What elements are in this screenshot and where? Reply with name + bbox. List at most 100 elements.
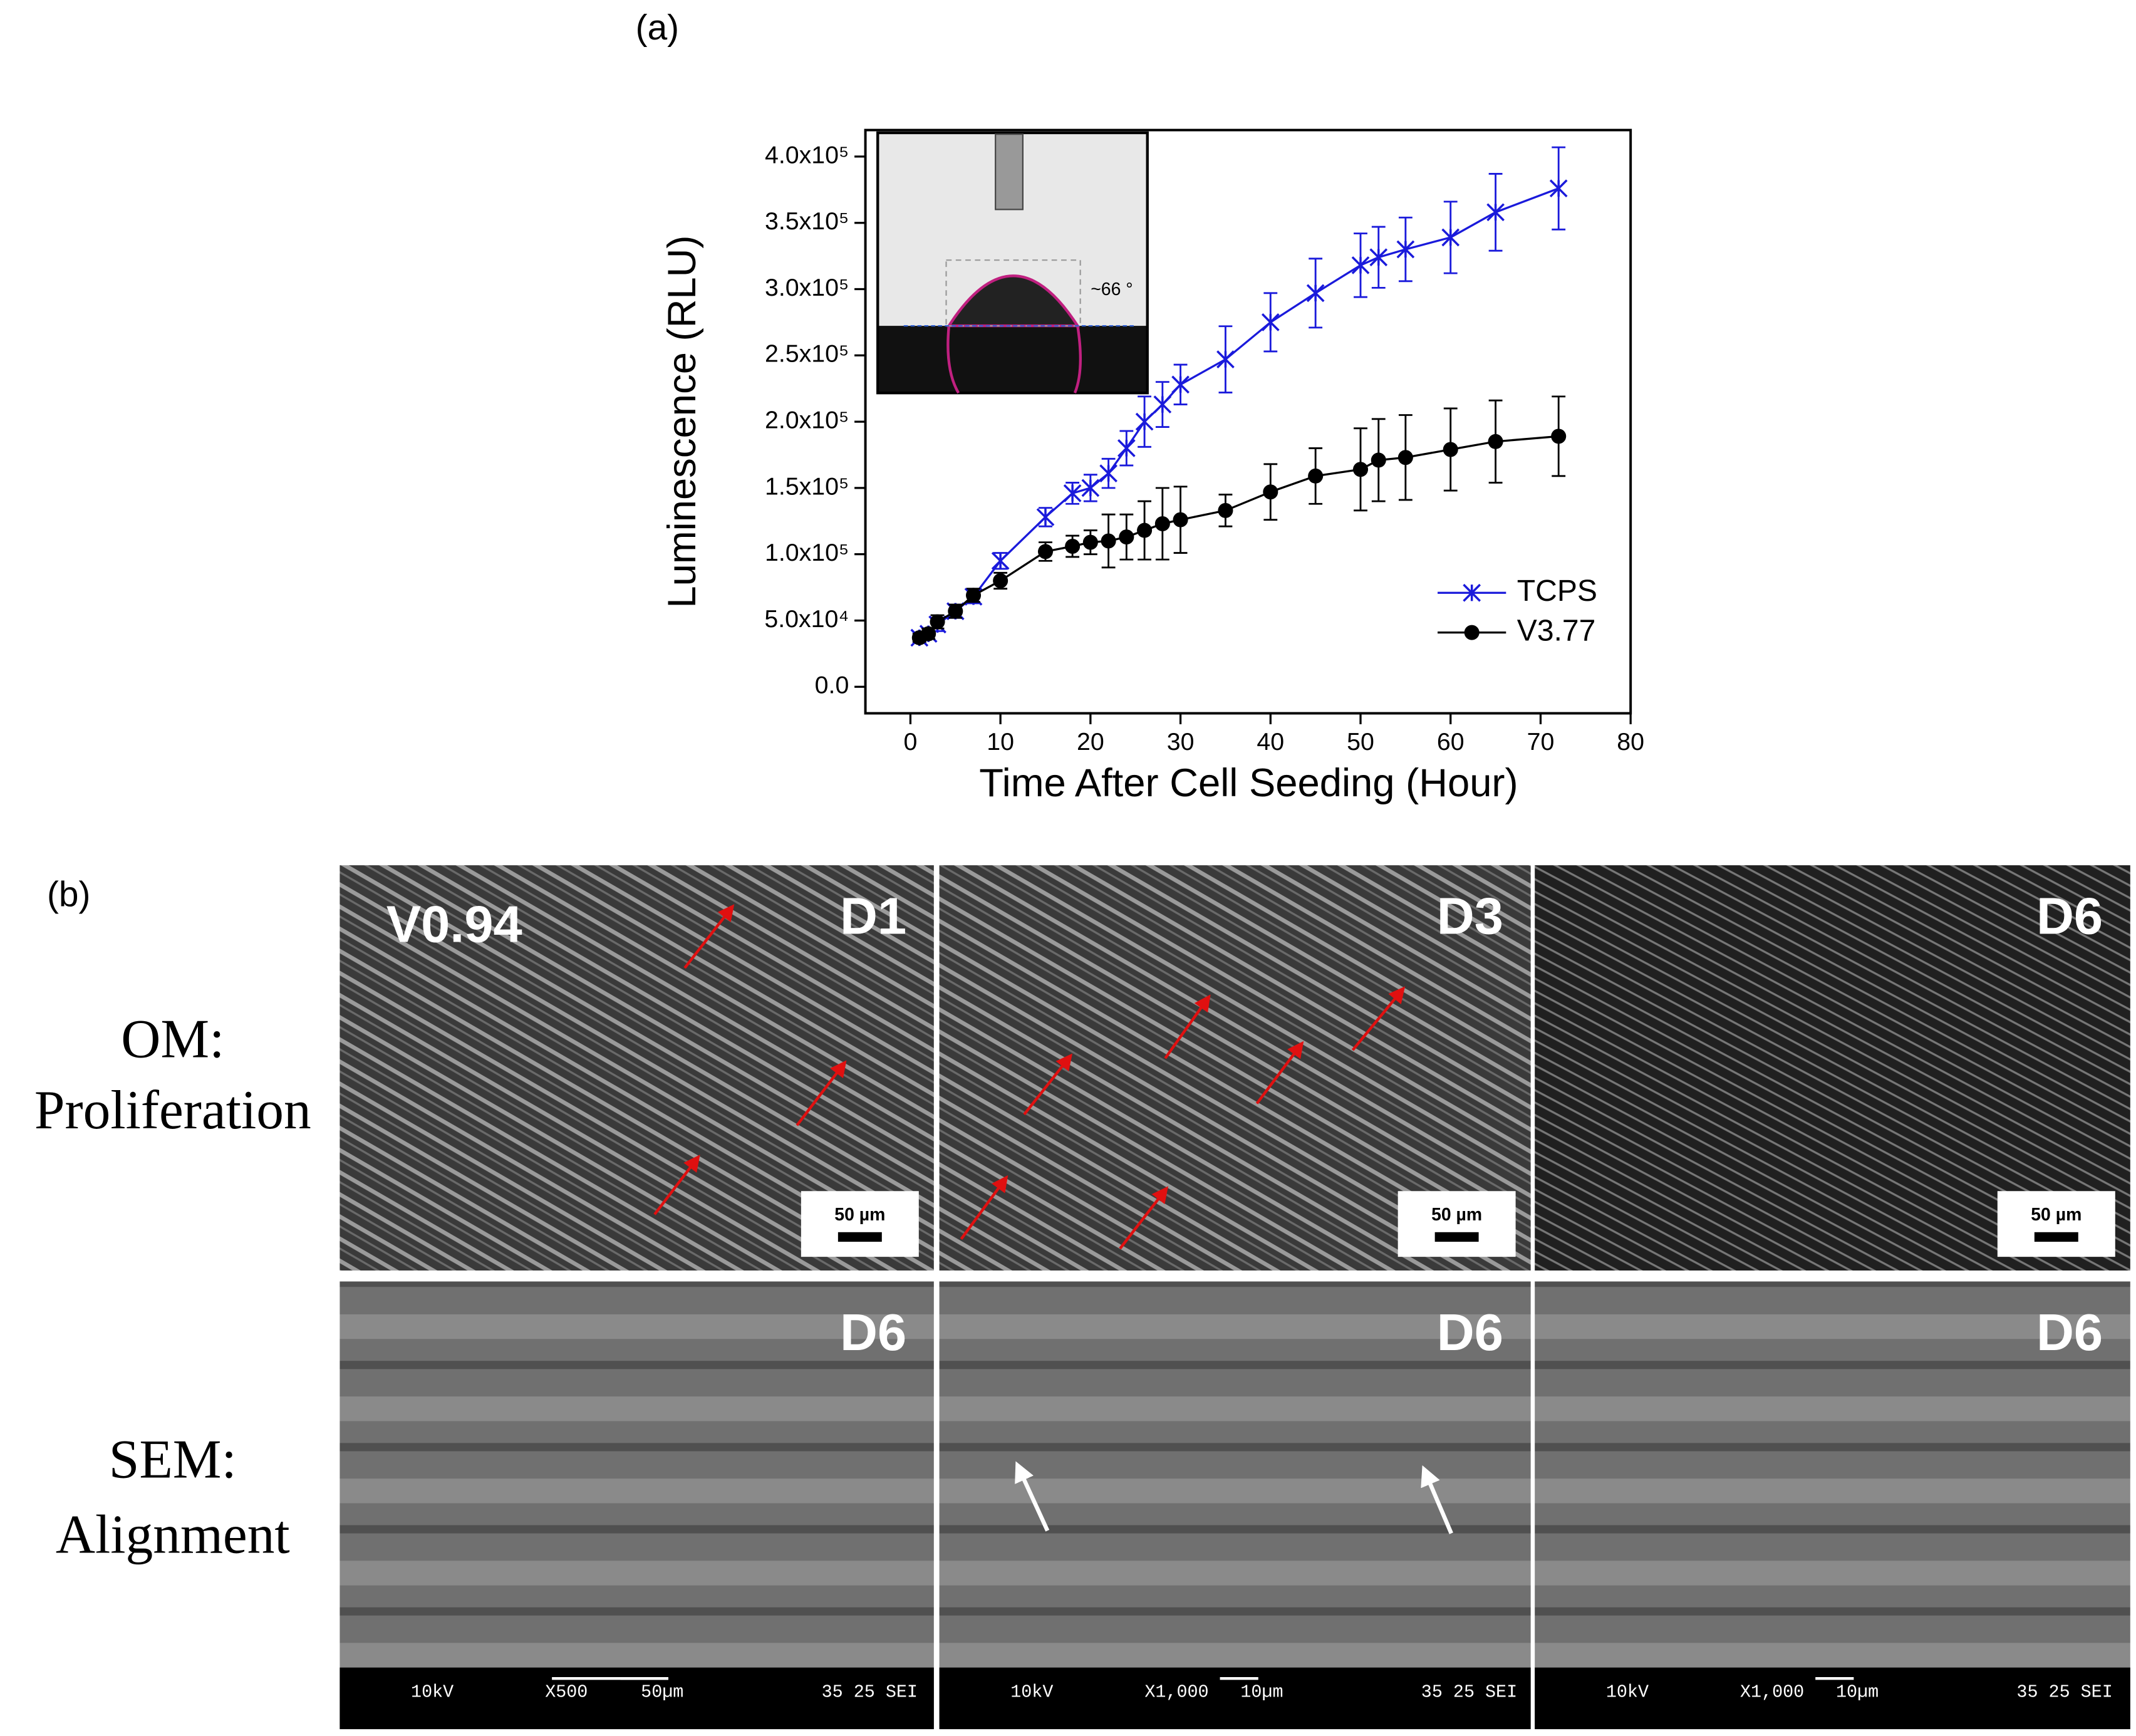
scale-box [1997,1191,2115,1257]
legend-label: TCPS [1517,574,1597,608]
point [1486,203,1505,222]
sample-label: V0.94 [386,895,522,954]
y-tick-label: 2.5x10⁵ [765,340,849,368]
panel-label: (b) [47,875,90,914]
arrow [683,904,735,969]
point [1036,508,1055,526]
scale-bar-label: 50 µm [834,1205,885,1225]
row-label: OM: [121,1008,224,1069]
scale-box [1397,1191,1516,1257]
panel-tag: D6 [2036,1303,2103,1361]
point [930,614,945,630]
row-label: Proliferation [34,1079,311,1140]
point [1551,429,1567,444]
micrograph [1535,1281,2130,1730]
x-tick-label: 20 [1077,728,1104,756]
scale-bar [1434,1232,1479,1242]
panel-label: (a) [636,8,679,48]
arrow [1255,1041,1304,1104]
inset-label: ~66 ° [1091,279,1133,299]
sem-footer-text: X1,000 [1740,1682,1804,1703]
arrow [653,1155,700,1215]
point [1037,544,1054,559]
arrow [1421,1465,1453,1534]
point [1369,248,1388,267]
point [1263,484,1278,500]
y-tick-label: 3.5x10⁵ [765,207,849,235]
panel-tag: D6 [840,1303,906,1361]
x-tick-label: 40 [1257,728,1284,756]
sem-footer-text: 35 25 SEI [2016,1682,2112,1703]
point [948,603,963,619]
point [1101,533,1116,549]
panel-tag: D1 [840,886,906,945]
scale-bar [2034,1232,2078,1242]
y-tick-label: 3.0x10⁵ [765,274,849,301]
point [1081,479,1100,497]
scale-box [801,1191,919,1257]
point [1488,434,1503,449]
sem-footer-text: 10µm [1240,1682,1283,1703]
point [1135,412,1154,431]
sem-footer-text: X1,000 [1144,1682,1208,1703]
point [1063,484,1082,502]
x-tick-label: 80 [1617,728,1644,756]
x-tick-label: 70 [1527,728,1555,756]
micrograph [340,1281,934,1730]
point [1216,350,1235,368]
point [1099,464,1117,482]
y-tick-label: 4.0x10⁵ [765,141,849,169]
panel-tag: D6 [2036,886,2103,945]
sem-footer-text: X500 [545,1682,588,1703]
plot-frame [864,128,1632,715]
point [1153,395,1172,413]
point [1261,313,1280,331]
point [1173,512,1188,528]
row-label: SEM: [109,1428,237,1489]
point [1371,452,1386,468]
point [1137,522,1153,538]
scale-bar-label: 50 µm [2031,1205,2082,1225]
y-tick-label: 1.5x10⁵ [765,472,849,500]
panel-tag: D6 [1437,1303,1503,1361]
panel-tag: D3 [1437,886,1503,945]
point [1171,375,1190,394]
sem-footer-text: 10kV [1010,1682,1053,1703]
legend-label: V3.77 [1517,613,1596,647]
point [1443,442,1458,457]
y-tick-label: 0.0 [815,672,849,699]
scale-bar-label: 50 µm [1431,1205,1482,1225]
arrow [960,1175,1008,1240]
point [991,551,1010,570]
point [1396,240,1415,259]
y-tick-label: 2.0x10⁵ [765,406,849,434]
sem-footer-text: 10kV [1606,1682,1649,1703]
sem-footer-text: 10µm [1836,1682,1879,1703]
scale-bar [837,1232,882,1242]
arrow [1119,1186,1169,1250]
point [1306,284,1325,303]
y-tick-label: 5.0x10⁴ [764,605,849,633]
series-line [919,435,1559,639]
point [1352,462,1369,477]
sem-footer-text: 35 25 SEI [822,1682,918,1703]
inset: ~66 ° [876,131,1149,395]
point [966,588,982,603]
sem-footer-text: 35 25 SEI [1421,1682,1517,1703]
row-label: Alignment [56,1504,290,1565]
y-axis-label: Luminescence (RLU) [660,236,704,608]
x-tick-label: 50 [1347,728,1374,756]
y-tick-label: 1.0x10⁵ [765,539,849,566]
sem-footer-text: 10kV [411,1682,454,1703]
x-tick-label: 10 [987,728,1014,756]
point [921,626,936,642]
legend-marker [1464,625,1480,640]
point [1351,256,1370,274]
x-tick-label: 30 [1167,728,1195,756]
point [1082,534,1098,550]
point [1397,450,1413,465]
arrow [1023,1053,1073,1116]
point [1549,179,1568,198]
x-axis-label: Time After Cell Seeding (Hour) [979,761,1518,805]
